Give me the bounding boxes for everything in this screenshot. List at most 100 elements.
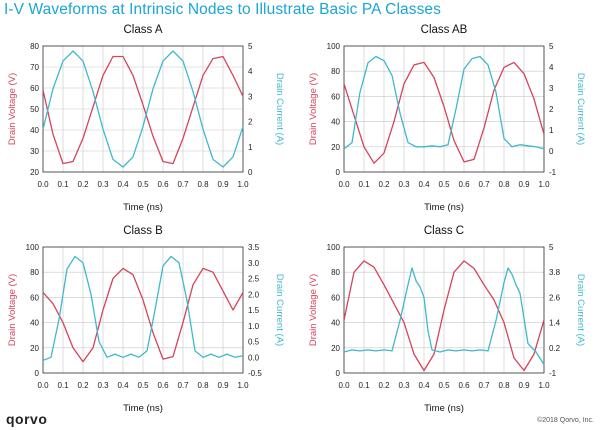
chart-class-c: 0.0 0.1 0.2 0.3 0.4 0.5 0.6 0.7 0.8 0.9 1.0 0 20 40 60… xyxy=(308,225,586,414)
y2-tick-label: 0.0 xyxy=(248,353,260,362)
x-tick-label: 0.0 xyxy=(37,180,49,189)
drain-voltage-line xyxy=(343,260,545,372)
x-tick-label: 0.7 xyxy=(478,180,490,189)
y-tick-label: 40 xyxy=(331,319,340,328)
y-tick-label: 100 xyxy=(26,243,40,252)
drain-voltage-line xyxy=(343,61,545,164)
y2-tick-label: 2 xyxy=(549,105,554,114)
y-tick-label: 20 xyxy=(331,143,340,152)
y2-tick-label: 3 xyxy=(549,84,554,93)
chart-title: Class A xyxy=(124,24,163,36)
y2-tick-label: 0.5 xyxy=(248,338,260,347)
y-tick-label: 80 xyxy=(30,42,39,51)
x-tick-label: 0.2 xyxy=(378,381,390,390)
plot-frame xyxy=(343,246,545,374)
x-tick-label: 0.4 xyxy=(418,180,430,189)
x-tick-label: 0.5 xyxy=(137,180,149,189)
x-axis-label: Time (ns) xyxy=(424,403,464,414)
x-tick-label: 0.2 xyxy=(77,381,89,390)
drain-current-line xyxy=(343,267,545,365)
x-tick-label: 0.2 xyxy=(378,180,390,189)
x-axis-label: Time (ns) xyxy=(424,202,464,213)
drain-current-line xyxy=(343,55,545,150)
plot-frame xyxy=(42,246,244,374)
x-tick-label: 0.7 xyxy=(177,381,189,390)
y-tick-label: 40 xyxy=(30,319,39,328)
y2-tick-label: 4 xyxy=(248,67,253,76)
y2-tick-label: -1 xyxy=(549,369,557,378)
y2-tick-label: 2 xyxy=(248,118,253,127)
y-tick-label: 0 xyxy=(336,168,341,177)
page-title: I-V Waveforms at Intrinsic Nodes to Illu… xyxy=(4,1,441,18)
x-tick-label: 0.1 xyxy=(57,180,69,189)
x-tick-label: 0.0 xyxy=(37,381,49,390)
y2-axis-label: Drain Current (A) xyxy=(274,73,285,145)
qorvo-logo: qorvo xyxy=(6,411,48,427)
chart-class-b: 0.0 0.1 0.2 0.3 0.4 0.5 0.6 0.7 0.8 0.9 1.0 0 20 40 60… xyxy=(7,225,285,414)
y-axis-label: Drain Voltage (V) xyxy=(7,274,18,346)
y-tick-label: 20 xyxy=(30,344,39,353)
x-tick-label: 0.9 xyxy=(518,180,530,189)
x-tick-label: 0.6 xyxy=(458,180,470,189)
y-tick-label: 80 xyxy=(30,268,39,277)
y2-tick-label: 3 xyxy=(248,92,253,101)
y-tick-label: 80 xyxy=(331,268,340,277)
y2-tick-label: 1 xyxy=(549,126,554,135)
y2-tick-label: -1 xyxy=(549,168,557,177)
chart-class-ab: 0.0 0.1 0.2 0.3 0.4 0.5 0.6 0.7 0.8 0.9 1.00204060… xyxy=(308,24,586,213)
plot-frame xyxy=(343,45,545,173)
y2-tick-label: 1.0 xyxy=(248,322,260,331)
x-tick-label: 0.3 xyxy=(398,381,410,390)
y2-tick-label: 1.5 xyxy=(248,306,260,315)
y2-tick-label: 3.5 xyxy=(248,243,260,252)
y-axis-label: Drain Voltage (V) xyxy=(308,274,319,346)
y-tick-label: 100 xyxy=(327,42,341,51)
y-tick-label: 60 xyxy=(331,293,340,302)
x-tick-label: 0.5 xyxy=(438,180,450,189)
y2-tick-label: 4 xyxy=(549,63,554,72)
y-tick-label: 80 xyxy=(331,67,340,76)
drain-voltage-line xyxy=(42,55,244,165)
y-tick-label: 60 xyxy=(30,293,39,302)
x-tick-label: 0.8 xyxy=(197,381,209,390)
x-tick-label: 0.0 xyxy=(338,381,350,390)
x-tick-label: 0.6 xyxy=(458,381,470,390)
y-tick-label: 60 xyxy=(331,92,340,101)
x-tick-label: 0.1 xyxy=(57,381,69,390)
y2-tick-label: 3.0 xyxy=(248,259,260,268)
x-tick-label: 0.7 xyxy=(478,381,490,390)
y2-axis-label: Drain Current (A) xyxy=(274,274,285,346)
y2-tick-label: 5 xyxy=(248,42,253,51)
y2-tick-label: 2.5 xyxy=(248,275,260,284)
x-tick-label: 0.9 xyxy=(217,381,229,390)
y2-tick-label: 0 xyxy=(549,147,554,156)
y2-tick-label: 2.0 xyxy=(248,290,260,299)
x-tick-label: 0.8 xyxy=(197,180,209,189)
x-tick-label: 0.3 xyxy=(97,180,109,189)
x-tick-label: 0.4 xyxy=(117,180,129,189)
copyright-text: ©2018 Qorvo, Inc. xyxy=(537,417,594,424)
y2-tick-label: 5 xyxy=(549,243,554,252)
x-tick-label: 0.8 xyxy=(498,381,510,390)
drain-current-line xyxy=(42,50,244,168)
y2-axis-label: Drain Current (A) xyxy=(575,73,586,145)
x-axis-label: Time (ns) xyxy=(123,202,163,213)
y2-tick-label: 1 xyxy=(248,143,253,152)
x-tick-label: 0.9 xyxy=(217,180,229,189)
y-tick-label: 0 xyxy=(35,369,40,378)
x-tick-label: 0.7 xyxy=(177,180,189,189)
y-tick-label: 30 xyxy=(30,147,39,156)
x-tick-label: 0.6 xyxy=(157,381,169,390)
drain-current-line xyxy=(42,255,244,362)
drain-voltage-line xyxy=(42,267,244,363)
y2-tick-label: 2.6 xyxy=(549,293,561,302)
y2-tick-label: 0 xyxy=(248,168,253,177)
chart-class-a: 0.0 0.1 0.2 0.3 0.4 0.5 0.6 0.7 0.8 0.9 1.02030405… xyxy=(7,24,285,213)
x-tick-label: 0.6 xyxy=(157,180,169,189)
x-tick-label: 1.0 xyxy=(538,381,550,390)
x-tick-label: 0.5 xyxy=(137,381,149,390)
x-tick-label: 0.1 xyxy=(358,381,370,390)
x-tick-label: 0.5 xyxy=(438,381,450,390)
y2-axis-label: Drain Current (A) xyxy=(575,274,586,346)
